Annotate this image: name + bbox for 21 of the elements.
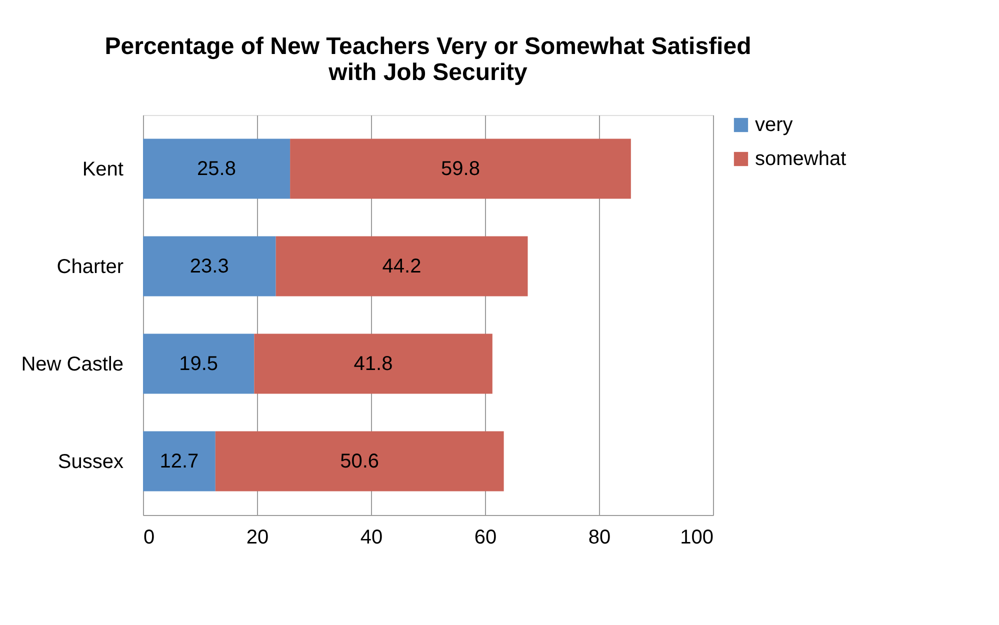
data-label: 41.8 [354,352,393,375]
data-label: 50.6 [340,450,380,472]
data-label: 19.5 [179,352,218,375]
y-tick-label: Sussex [58,450,124,473]
x-tick-label: 100 [680,526,714,548]
legend-label: very [755,114,793,136]
y-tick-label: Charter [56,256,124,278]
data-label: 44.2 [382,255,422,278]
y-tick-label: Kent [82,158,124,180]
x-tick-label: 40 [360,526,383,548]
x-tick-label: 80 [588,526,611,548]
x-tick-label: 20 [246,526,269,548]
chart-title: Percentage of New Teachers Very or Somewhat Satisfied with Job Security [104,33,752,86]
data-label: 12.7 [160,450,199,472]
x-tick-label: 60 [474,526,497,548]
legend-label: somewhat [755,148,847,170]
data-label: 25.8 [197,158,236,180]
x-tick-label: 0 [144,526,155,548]
data-label: 59.8 [441,158,480,180]
y-tick-label: New Castle [21,353,124,376]
data-label: 23.3 [190,255,229,278]
